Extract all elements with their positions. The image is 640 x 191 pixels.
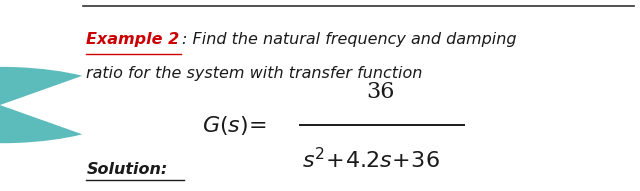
Text: 36: 36: [367, 81, 395, 103]
Wedge shape: [0, 67, 83, 143]
Text: $G(s)\!=\!$: $G(s)\!=\!$: [202, 114, 267, 137]
Text: : Find the natural frequency and damping: : Find the natural frequency and damping: [182, 32, 517, 47]
Text: Solution:: Solution:: [86, 162, 168, 176]
Text: $s^2\!+\!4.2s\!+\!36$: $s^2\!+\!4.2s\!+\!36$: [302, 148, 440, 173]
Text: Example 2: Example 2: [86, 32, 180, 47]
Text: ratio for the system with transfer function: ratio for the system with transfer funct…: [86, 66, 423, 81]
